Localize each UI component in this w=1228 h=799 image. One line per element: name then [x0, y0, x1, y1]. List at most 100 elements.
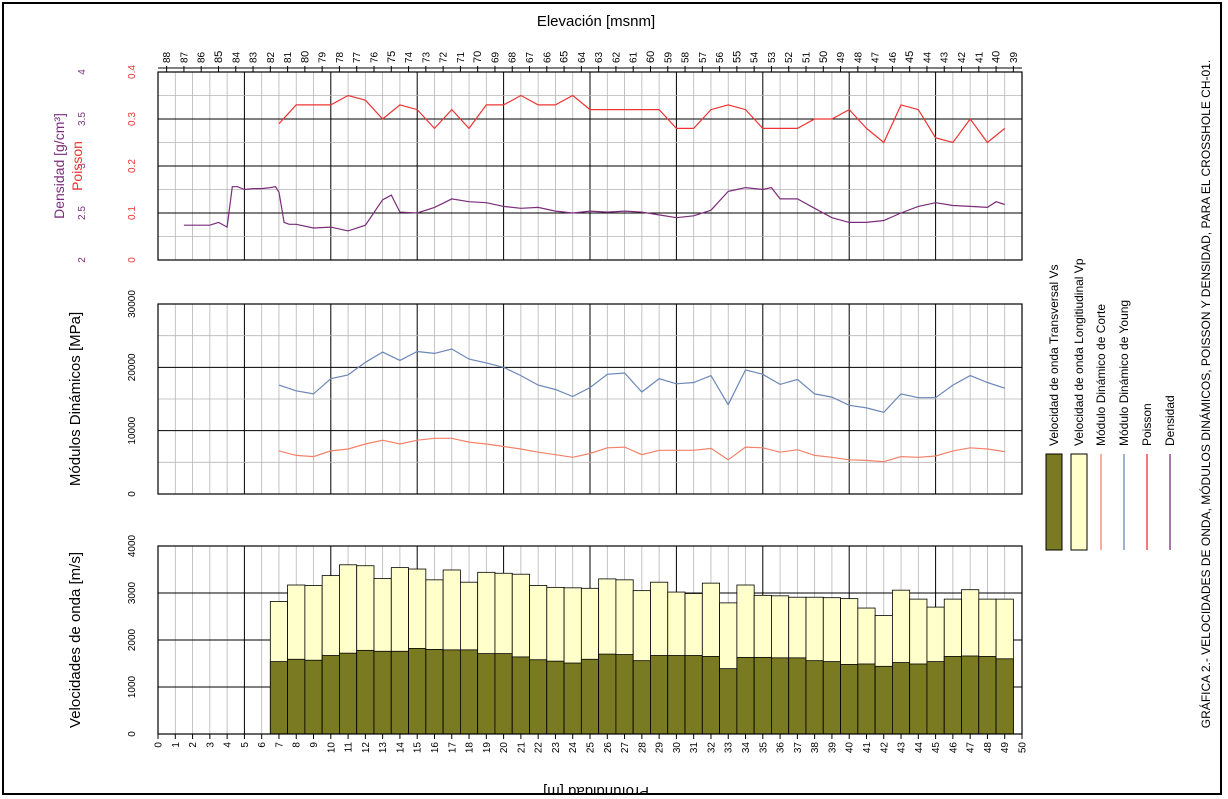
depth-tick-label: 47 [966, 742, 977, 754]
vs-bar [892, 662, 911, 735]
figure-caption: GRÁFICA 2.- VELOCIDADES DE ONDA, MÓDULOS… [1198, 60, 1213, 728]
elevation-tick-label: 59 [663, 51, 674, 63]
vs-bar [736, 656, 755, 735]
elevation-tick-label: 79 [318, 51, 329, 63]
vs-bar [459, 649, 479, 735]
elevation-tick-label: 77 [352, 51, 363, 63]
elevation-tick-label: 49 [836, 51, 847, 63]
depth-tick-label: 23 [551, 742, 562, 754]
elevation-tick-label: 47 [871, 51, 882, 63]
elevation-tick-label: 41 [974, 51, 985, 63]
modulos-tick-label: 20000 [127, 353, 138, 381]
depth-tick-label: 10 [326, 742, 337, 754]
depth-tick-label: 46 [948, 742, 959, 754]
modulos-tick-label: 0 [127, 491, 138, 497]
elevation-tick-label: 45 [904, 51, 916, 63]
depth-tick-label: 45 [931, 742, 942, 754]
elevation-tick-label: 43 [940, 51, 951, 63]
vs-bar [442, 649, 461, 735]
elevation-tick-label: 88 [162, 51, 173, 63]
modulos-panel: 0 10000 20000 30000 Módulos Dinámicos [MPa] [67, 290, 1023, 497]
depth-tick-label: 36 [776, 742, 787, 754]
vs-bar [356, 649, 375, 735]
depth-tick-label: 17 [447, 742, 458, 754]
velocidad-tick-label: 0 [127, 731, 138, 737]
velocidad-tick-label: 1000 [127, 675, 138, 698]
depth-tick-label: 9 [309, 742, 320, 748]
elevation-tick-label: 42 [957, 51, 968, 63]
depth-tick-label: 25 [586, 742, 597, 754]
elevation-tick-label: 83 [249, 51, 260, 63]
elevation-tick-label: 39 [1009, 51, 1020, 63]
depth-tick-label: 19 [482, 742, 493, 754]
density-tick-label: 2.5 [77, 206, 88, 220]
density-tick-label: 2 [77, 257, 88, 263]
depth-tick-label: 24 [568, 742, 579, 754]
vs-bar [788, 657, 807, 735]
legend-label-poisson: Poisson [1140, 403, 1154, 446]
elevation-tick-label: 76 [370, 51, 381, 63]
elevation-tick-label: 86 [197, 51, 208, 63]
vs-bar [684, 655, 703, 735]
elevation-tick-label: 53 [767, 51, 778, 63]
depth-tick-label: 41 [862, 742, 873, 754]
velocidades-panel: 0 1000 2000 3000 4000 Velocidades de onda [m/… [67, 534, 1029, 753]
elevation-tick-label: 62 [611, 51, 622, 63]
legend-swatch-vp [1070, 453, 1088, 551]
vs-bar [269, 661, 289, 735]
depth-tick-label: 22 [534, 742, 545, 754]
vs-bar [978, 656, 997, 735]
depth-tick-label: 29 [655, 742, 666, 754]
elevation-tick-label: 57 [698, 51, 709, 63]
vs-bar [287, 658, 306, 735]
elevation-tick-label: 52 [784, 51, 795, 63]
velocidad-tick-label: 4000 [127, 534, 138, 557]
vs-bar [321, 655, 340, 735]
vs-bar [701, 656, 721, 735]
density-line [183, 186, 1005, 232]
vs-bar [719, 668, 738, 735]
depth-tick-label: 1 [171, 742, 182, 748]
density-axis-label: Densidad [g/cm³] [51, 113, 67, 219]
depth-tick-label: 43 [897, 742, 908, 754]
elevation-tick-label: 60 [645, 51, 657, 63]
elevation-tick-label: 80 [299, 51, 311, 63]
elevation-tick-label: 67 [525, 51, 536, 63]
vs-bar [563, 662, 582, 735]
elevation-tick-label: 61 [629, 51, 640, 63]
vs-bar [494, 653, 513, 735]
vs-bar [857, 663, 876, 735]
elevation-tick-label: 70 [472, 51, 484, 63]
vs-bar [650, 655, 669, 735]
poisson-density-panel: 88 87 86 85 84 83 82 81 80 79 78 77 76 75 74 73 72 71 70 69… [51, 51, 1023, 263]
depth-tick-label: 6 [257, 742, 268, 748]
depth-tick-label: 28 [637, 742, 648, 754]
poisson-tick-label: 0 [127, 257, 138, 263]
young-line [278, 348, 1005, 413]
depth-tick-label: 15 [413, 742, 424, 754]
vs-bar [995, 658, 1014, 735]
vs-bar [667, 655, 686, 735]
depth-tick-label: 35 [758, 742, 769, 754]
depth-tick-label: 11 [344, 742, 355, 753]
depth-tick-label: 2 [188, 742, 199, 748]
vs-bar [926, 661, 945, 735]
vs-bar [840, 664, 859, 735]
depth-tick-label: 50 [1018, 742, 1029, 754]
elevation-tick-label: 75 [386, 51, 398, 63]
elevation-tick-label: 64 [577, 51, 588, 63]
elevation-tick-label: 69 [490, 51, 501, 63]
elevation-tick-label: 71 [456, 51, 467, 63]
elevation-tick-label: 82 [266, 51, 277, 63]
depth-tick-label: 33 [724, 742, 735, 754]
depth-tick-label: 18 [465, 742, 476, 754]
depth-tick-label: 7 [274, 742, 285, 748]
depth-tick-label: 42 [879, 742, 890, 754]
vs-bar [529, 659, 548, 735]
elevation-tick-label: 84 [231, 51, 242, 63]
elevation-tick-label: 54 [750, 51, 761, 63]
poisson-tick-label: 0.3 [127, 112, 138, 126]
modulos-tick-label: 10000 [127, 416, 138, 444]
depth-tick-label: 48 [983, 742, 994, 754]
depth-tick-label: 21 [516, 742, 527, 754]
